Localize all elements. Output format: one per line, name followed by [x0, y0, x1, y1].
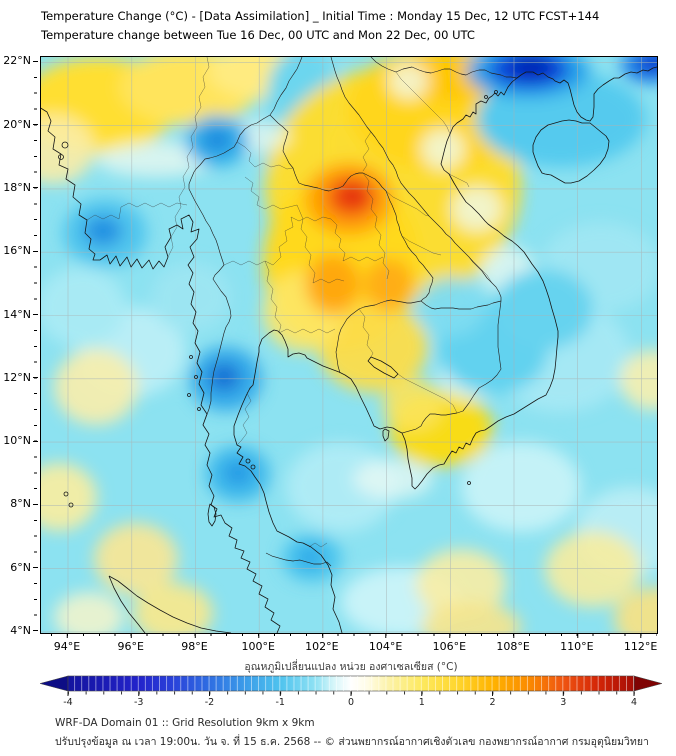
- lat-tick-label: 16°N: [3, 244, 38, 258]
- colorbar-tick-label: -3: [134, 697, 144, 708]
- colorbar: [38, 675, 664, 697]
- lon-tick-label: 94°E: [53, 633, 81, 653]
- lon-tick-label: 108°E: [496, 633, 530, 653]
- figure-title: Temperature Change (°C) - [Data Assimila…: [41, 9, 600, 23]
- lon-tick-label: 102°E: [305, 633, 339, 653]
- coastline-hainan: [532, 119, 610, 184]
- lat-tick-label: 14°N: [3, 307, 38, 321]
- colorbar-tick-label: 2: [489, 697, 496, 708]
- temperature-field: [41, 57, 657, 633]
- colorbar-tick-label: -1: [275, 697, 285, 708]
- longitude-minor-ticks: [51, 633, 657, 636]
- map-plot-area: [40, 56, 658, 634]
- lat-tick-label: 12°N: [3, 370, 38, 384]
- coastline-sumatra: [108, 575, 232, 633]
- lon-tick-label: 98°E: [181, 633, 208, 653]
- lat-tick-label: 22°N: [3, 54, 38, 68]
- colorbar-tick-labels: -4 -3 -2 -1 0 1 2 3 4: [40, 697, 662, 711]
- footer-credit-thai: ปรับปรุงข้อมูล ณ เวลา 19:00น. วัน จ. ที่…: [55, 736, 649, 748]
- coastline-paths: [41, 66, 657, 633]
- national-border-paths: [188, 57, 518, 567]
- lon-tick-label: 96°E: [117, 633, 144, 653]
- colorbar-tick-label: 3: [560, 697, 567, 708]
- colorbar-tick-label: 0: [347, 697, 355, 708]
- lon-tick-label: 104°E: [368, 633, 403, 653]
- lon-tick-label: 100°E: [241, 633, 275, 653]
- colorbar-canvas: [38, 675, 664, 696]
- coastline-gulf-vietnam-china: [233, 66, 657, 633]
- lake-tonle-sap: [367, 356, 399, 379]
- lon-tick-label: 112°E: [623, 633, 658, 653]
- lon-tick-label: 106°E: [432, 633, 467, 653]
- longitude-axis: 94°E 96°E 98°E 100°E 102°E 104°E 106°E 108°E 110…: [40, 633, 658, 655]
- colorbar-left-arrow: [38, 675, 69, 692]
- lat-tick-label: 6°N: [10, 560, 38, 574]
- colorbar-tick-label: 1: [418, 697, 425, 708]
- coastline-myanmar-peninsula: [41, 107, 281, 633]
- lat-tick-label: 4°N: [10, 623, 38, 637]
- figure-subtitle: Temperature change between Tue 16 Dec, 0…: [41, 28, 475, 42]
- latitude-minor-ticks: [34, 61, 37, 632]
- lat-tick-label: 8°N: [10, 497, 38, 511]
- island-phuket: [207, 503, 217, 527]
- colorbar-title: อุณหภูมิเปลี่ยนแปลง หน่วย องศาเซลเซียส (…: [244, 661, 458, 673]
- lat-tick-label: 18°N: [3, 180, 38, 194]
- colorbar-tick-label: -4: [63, 697, 73, 708]
- colorbar-major-ticks: [67, 691, 635, 696]
- map-canvas: [41, 57, 657, 633]
- lat-tick-label: 10°N: [3, 434, 38, 448]
- lon-tick-label: 110°E: [560, 633, 594, 653]
- province-border-paths: [86, 57, 493, 548]
- lat-tick-label: 20°N: [3, 117, 38, 131]
- colorbar-right-arrow: [633, 675, 664, 692]
- footer-model-info: WRF-DA Domain 01 :: Grid Resolution 9km …: [55, 717, 315, 729]
- colorbar-tick-label: -2: [204, 697, 215, 708]
- latitude-axis: 22°N 20°N 18°N 16°N 14°N 12°N 10°N 8°N 6°N 4°N: [0, 54, 38, 637]
- colorbar-tick-label: 4: [630, 697, 638, 708]
- island-phu-quoc: [382, 428, 390, 442]
